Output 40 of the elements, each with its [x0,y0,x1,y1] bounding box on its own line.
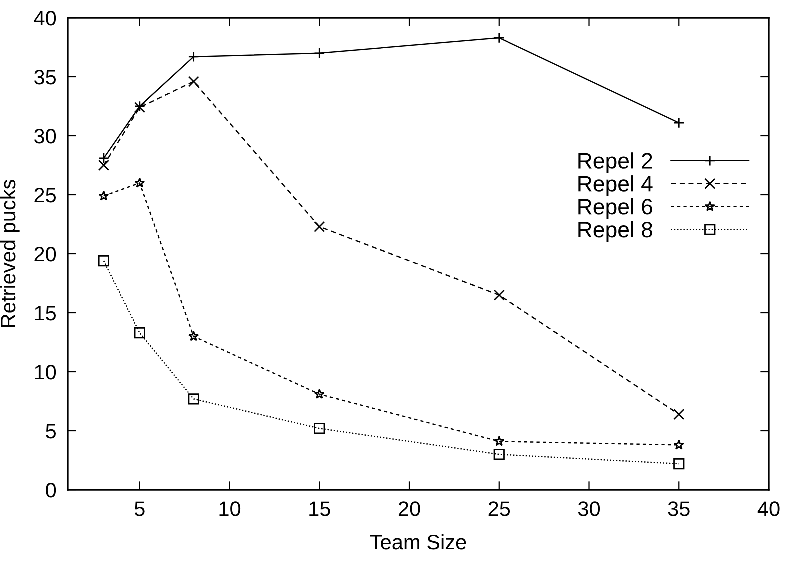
y-tick-label: 5 [46,424,56,439]
y-axis-title: Retrieved pucks [0,180,20,327]
x-tick-label: 5 [134,502,145,516]
point [314,423,326,434]
point [134,178,146,188]
x-tick-label: 30 [578,502,600,516]
y-tick-label: 25 [34,188,56,203]
legend-label: Repel 6 [578,198,652,220]
point [98,160,110,172]
y-tick-label: 15 [35,306,56,321]
point [98,256,110,267]
x-tick-label: 35 [668,502,690,516]
point [674,440,684,450]
x-tick-label: 15 [310,502,330,516]
legend-label: Repel 8 [578,221,652,242]
point [674,458,685,470]
legend-label: Repel 4 [578,176,653,196]
x-tick-label: 10 [220,502,241,516]
point [314,221,326,232]
x-tick-label: 40 [758,502,780,516]
point [314,388,325,400]
x-axis-title: Team Size [370,534,466,550]
y-tick-label: 35 [34,70,56,85]
y-tick-label: 0 [46,483,56,498]
y-tick-label: 30 [34,129,56,144]
point [674,408,685,420]
point [494,436,505,446]
point [494,290,505,301]
point [98,190,110,201]
point [188,331,200,342]
x-tick-label: 20 [398,502,420,516]
point [188,76,200,88]
point [188,394,200,405]
y-tick-label: 20 [34,247,56,262]
y-tick-label: 10 [35,365,56,380]
point [134,328,146,339]
y-tick-label: 40 [34,11,56,26]
point [494,449,505,460]
x-tick-label: 25 [488,502,510,516]
legend-label: Repel 2 [578,152,652,174]
